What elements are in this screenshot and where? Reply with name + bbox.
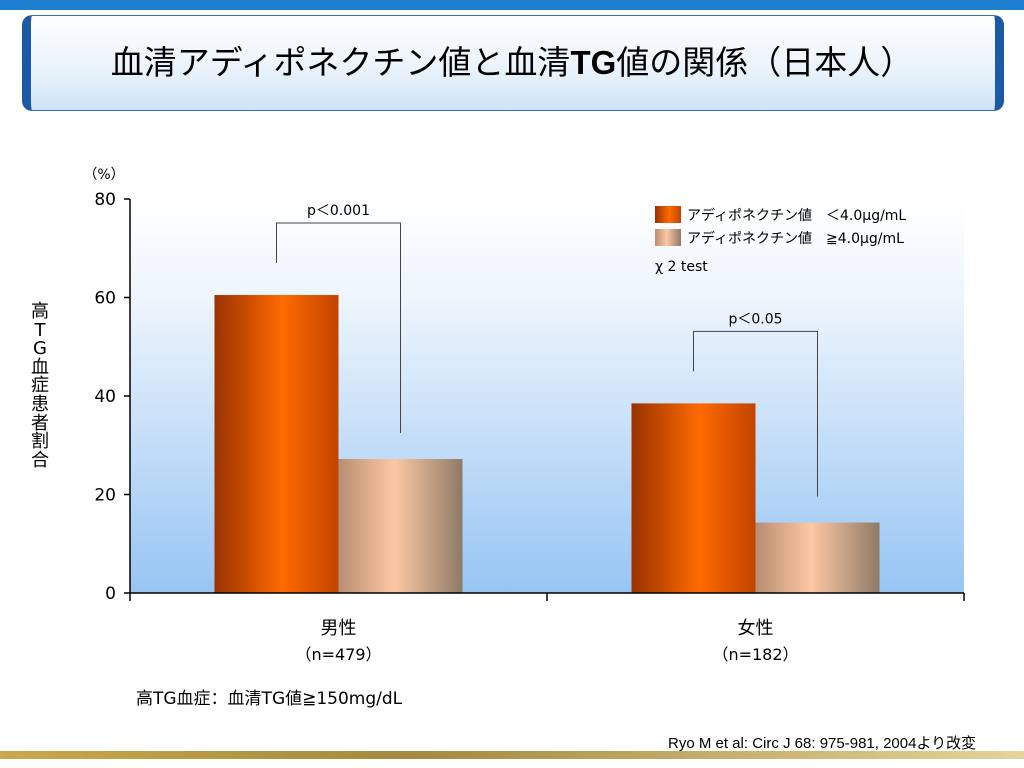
top-stripe	[0, 0, 1024, 10]
bottom-stripe	[0, 751, 1024, 759]
bar-s1-1	[755, 522, 880, 593]
source-citation: Ryo M et al: Circ J 68: 975-981, 2004より改…	[668, 735, 977, 752]
significance-label-0: p＜0.001	[307, 203, 370, 219]
page-title: 血清アディポネクチン値と血清TG値の関係（日本人）	[0, 43, 1024, 83]
y-axis-label: 高TG血症患者割合	[31, 301, 49, 471]
legend-swatch-0	[655, 206, 681, 223]
bar-s0-0	[214, 295, 339, 593]
bar-s1-0	[338, 459, 463, 593]
y-tick-label-20: 20	[94, 486, 116, 506]
y-tick-label-0: 0	[105, 584, 116, 604]
title-part-3: 値の関係（日本人）	[616, 43, 914, 82]
y-unit-label: （%）	[83, 167, 124, 183]
legend-swatch-1	[655, 229, 681, 246]
bar-s0-1	[631, 403, 756, 593]
significance-bracket-1	[693, 330, 818, 497]
title-part-1: 血清アディポネクチン値と血清	[110, 43, 571, 82]
legend-label-1: アディポネクチン値 ≧4.0μg/mL	[687, 230, 904, 247]
title-banner	[22, 15, 1004, 111]
legend-label-0: アディポネクチン値 ＜4.0μg/mL	[687, 207, 906, 224]
y-tick-label-40: 40	[94, 387, 116, 407]
y-tick-label-80: 80	[94, 190, 116, 210]
significance-bracket-0	[276, 222, 401, 434]
x-category-label-0: 男性	[321, 618, 357, 639]
x-category-label-1: 女性	[738, 618, 774, 639]
definition-note: 高TG血症：血清TG値≧150mg/dL	[136, 689, 403, 709]
y-tick-label-60: 60	[94, 289, 116, 309]
x-category-sublabel-1: （n=182）	[712, 645, 798, 664]
significance-label-1: p＜0.05	[728, 311, 782, 327]
title-part-2: TG	[570, 44, 617, 81]
x-category-sublabel-0: （n=479）	[295, 645, 381, 664]
test-label: χ 2 test	[655, 259, 708, 275]
